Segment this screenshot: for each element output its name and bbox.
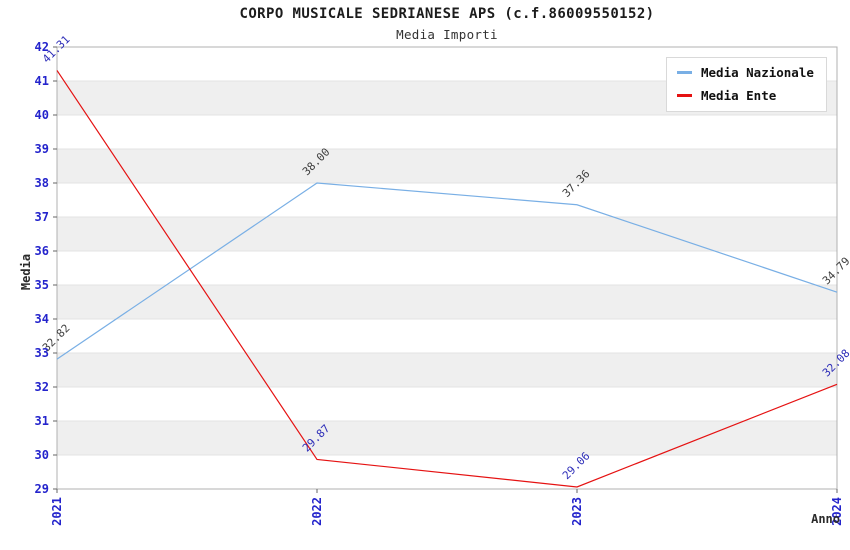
y-tick-label: 32 [35,380,49,394]
legend-item-media-nazionale: Media Nazionale [677,65,814,80]
legend-label: Media Nazionale [701,65,814,80]
y-tick-label: 37 [35,210,49,224]
y-tick-label: 42 [35,40,49,54]
x-axis-title: Anno [811,512,840,526]
y-tick-label: 40 [35,108,49,122]
x-tick-label: 2023 [570,497,584,526]
x-tick-label: 2021 [50,497,64,526]
grid-band [57,421,837,455]
series-line-media-ente [56,70,838,488]
chart-subtitle: Media Importi [396,27,498,42]
y-tick-label: 39 [35,142,49,156]
x-tick-label: 2022 [310,497,324,526]
series-line-media-nazionale [56,182,838,360]
x-tick-label: 2024 [830,497,844,526]
legend-line-swatch-red-icon [677,94,692,97]
y-tick-label: 34 [35,312,49,326]
legend-line-swatch-blue-icon [677,71,692,74]
chart-title: CORPO MUSICALE SEDRIANESE APS (c.f.86009… [239,6,655,22]
grid-band [57,149,837,183]
y-tick-label: 36 [35,244,49,258]
y-tick-label: 33 [35,346,49,360]
y-tick-label: 30 [35,448,49,462]
grid-band [57,285,837,319]
value-label: 34.79 [820,255,850,288]
grid-band [57,217,837,251]
plot-frame [56,46,838,490]
y-tick-label: 35 [35,278,49,292]
legend-label: Media Ente [701,88,777,103]
y-tick-label: 41 [35,74,49,88]
value-label: 32.82 [40,322,73,355]
grid-band [57,353,837,387]
y-tick-label: 31 [35,414,49,428]
y-tick-label: 38 [35,176,49,190]
y-axis-title: Media [19,253,33,291]
chart-legend: Media Nazionale Media Ente [666,57,827,112]
legend-item-media-ente: Media Ente [677,88,814,103]
y-tick-label: 29 [35,482,49,496]
